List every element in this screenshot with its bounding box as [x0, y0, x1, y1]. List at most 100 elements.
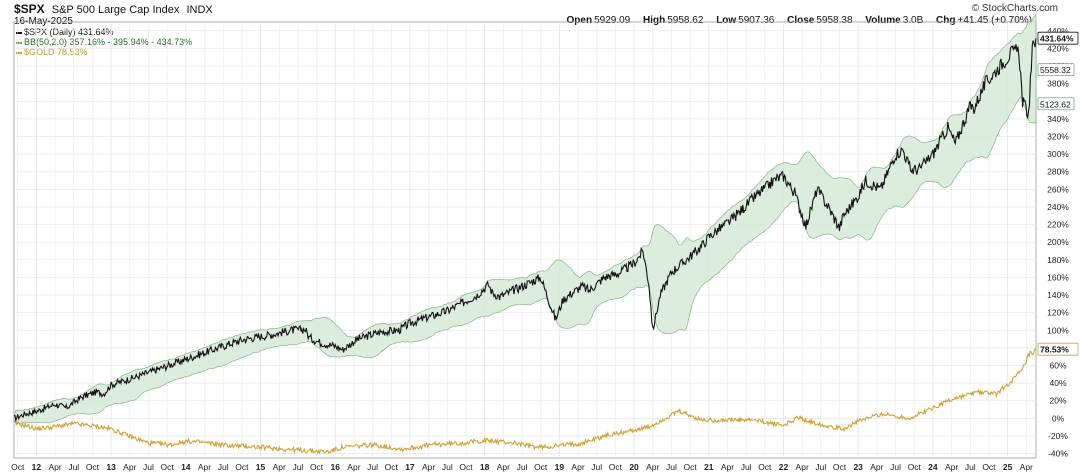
x-tick-label: Jul	[815, 462, 826, 472]
spx-last-tag-box	[1037, 31, 1079, 45]
legend-bb-label: BB(50,2.0) 357.16% - 395.94% - 434.73%	[24, 37, 193, 47]
y-tick-label: 40%	[1049, 378, 1066, 388]
x-tick-label: Oct	[86, 462, 100, 472]
x-tick-label: 16	[331, 462, 341, 472]
x-tick-label: Apr	[646, 462, 659, 472]
y-tick-label: 0%	[1052, 413, 1065, 423]
chart-date: 16-May-2025	[14, 16, 73, 27]
y-tick-label: -40%	[1048, 449, 1068, 459]
x-tick-label: Oct	[161, 462, 175, 472]
x-tick-label: Jul	[890, 462, 901, 472]
spx-line	[13, 38, 1037, 423]
x-tick-label: Oct	[310, 462, 324, 472]
y-tick-label: 160%	[1047, 272, 1069, 282]
x-tick-label: Oct	[385, 462, 399, 472]
x-tick-label: Jul	[367, 462, 378, 472]
y-tick-label: 120%	[1047, 308, 1069, 318]
x-tick-label: Jul	[442, 462, 453, 472]
y-tick-label: -20%	[1048, 431, 1068, 441]
grid	[13, 21, 1037, 459]
value-tags: 431.64% 5558.32 5123.62 78.53%	[1037, 31, 1079, 356]
legend-bb: BB(50,2.0) 357.16% - 395.94% - 434.73%	[16, 37, 192, 47]
y-axis: 440%420%400%380%360%340%320%300%280%260%…	[1047, 26, 1069, 459]
x-tick-label: 17	[405, 462, 415, 472]
x-tick-label: 22	[779, 462, 789, 472]
low-label: Low	[716, 15, 737, 26]
x-tick-label: Jul	[143, 462, 154, 472]
y-tick-label: 100%	[1047, 325, 1069, 335]
gold-last-tag: 78.53%	[1040, 345, 1069, 355]
symbol: $SPX	[14, 2, 45, 16]
x-tick-label: Apr	[945, 462, 958, 472]
bb-mid-tag: 5558.32	[1040, 65, 1071, 75]
x-tick-label: 18	[480, 462, 490, 472]
x-tick-label: Apr	[123, 462, 136, 472]
legend-spx: $SPX (Daily) 431.64%	[16, 27, 192, 37]
quote-bar: Open 5929.09 High 5958.62 Low 5907.36 Close…	[567, 15, 1032, 26]
x-tick-label: Jul	[292, 462, 303, 472]
x-tick-label: Apr	[422, 462, 435, 472]
y-tick-label: 140%	[1047, 290, 1069, 300]
close-value: 5958.38	[816, 15, 853, 26]
x-tick-label: Oct	[982, 462, 996, 472]
x-tick-label: 23	[853, 462, 863, 472]
x-tick-label: Jul	[218, 462, 229, 472]
x-tick-label: Apr	[721, 462, 734, 472]
exchange: INDX	[186, 4, 213, 16]
x-tick-label: Jul	[68, 462, 79, 472]
y-tick-label: 320%	[1047, 132, 1069, 142]
x-tick-label: 19	[555, 462, 565, 472]
y-tick-label: 260%	[1047, 184, 1069, 194]
brand-link[interactable]: © StockCharts.com	[971, 3, 1058, 14]
x-tick-label: Apr	[796, 462, 809, 472]
volume-label: Volume	[865, 15, 901, 26]
y-tick-label: 240%	[1047, 202, 1069, 212]
chart-header: $SPX S&P 500 Large Cap Index INDX	[14, 2, 213, 16]
x-tick-label: Oct	[683, 462, 697, 472]
x-tick-label: Apr	[1020, 462, 1033, 472]
x-tick-label: 25	[1003, 462, 1013, 472]
y-tick-label: 300%	[1047, 149, 1069, 159]
volume-value: 3.0B	[902, 15, 924, 26]
x-tick-label: Jul	[741, 462, 752, 472]
x-tick-label: 20	[629, 462, 639, 472]
x-tick-label: 14	[181, 462, 191, 472]
series-lines	[13, 38, 1037, 456]
x-tick-label: Jul	[517, 462, 528, 472]
y-tick-label: 220%	[1047, 220, 1069, 230]
x-tick-label: Apr	[198, 462, 211, 472]
y-tick-label: 420%	[1047, 43, 1069, 53]
x-tick-label: Jul	[666, 462, 677, 472]
x-axis: Oct 12 Apr Jul Oct 13 Apr Jul Oct 14 Apr Jul Oct 15 Ap…	[11, 462, 1033, 472]
x-tick-label: Oct	[235, 462, 249, 472]
x-tick-label: Apr	[870, 462, 883, 472]
bb-lower-tag-box	[1037, 97, 1075, 111]
y-tick-label: 200%	[1047, 237, 1069, 247]
bb-mid-tag-box	[1037, 63, 1075, 77]
legend-gold-label: $GOLD 78.53%	[24, 47, 88, 57]
x-tick-label: Oct	[609, 462, 623, 472]
close-label: Close	[787, 15, 815, 26]
y-tick-label: 440%	[1047, 26, 1069, 36]
gold-last-tag-box	[1037, 342, 1079, 356]
x-tick-label: 15	[256, 462, 266, 472]
chg-label: Chg	[936, 15, 956, 26]
bb-lower-tag: 5123.62	[1040, 99, 1071, 109]
x-tick-label: Apr	[497, 462, 510, 472]
y-tick-label: 180%	[1047, 255, 1069, 265]
x-tick-label: Apr	[347, 462, 360, 472]
legend-gold: $GOLD 78.53%	[16, 47, 192, 57]
x-tick-label: 24	[928, 462, 938, 472]
low-value: 5907.36	[738, 15, 775, 26]
x-tick-label: Oct	[908, 462, 922, 472]
y-tick-label: 340%	[1047, 114, 1069, 124]
x-tick-label: 13	[106, 462, 116, 472]
x-tick-label: Jul	[591, 462, 602, 472]
x-tick-label: 12	[32, 462, 42, 472]
high-label: High	[643, 15, 666, 26]
y-tick-label: 380%	[1047, 79, 1069, 89]
gold-line	[13, 348, 1037, 456]
y-tick-label: 20%	[1049, 396, 1066, 406]
x-tick-label: Jul	[965, 462, 976, 472]
